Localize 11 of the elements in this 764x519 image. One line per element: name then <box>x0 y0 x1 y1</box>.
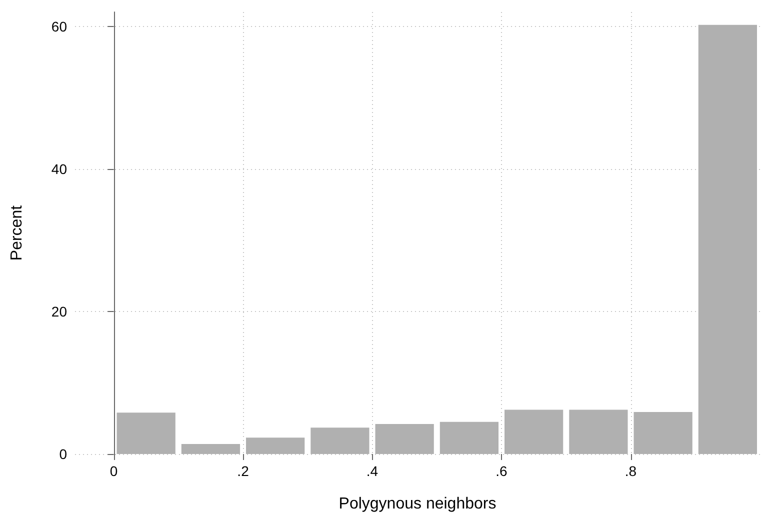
y-tick-label: 0 <box>59 446 68 462</box>
x-tick-label: 0 <box>110 463 118 479</box>
x-tick-label: .4 <box>366 463 378 479</box>
y-axis-title: Percent <box>8 204 26 261</box>
x-tick-label: .8 <box>624 463 637 479</box>
x-axis-title: Polygynous neighbors <box>338 496 496 512</box>
y-tick-label: 20 <box>51 303 68 320</box>
x-tick-label: .2 <box>237 463 250 479</box>
x-tick-label: .6 <box>496 463 508 479</box>
y-tick-label: 40 <box>51 160 68 177</box>
y-tick-label: 60 <box>51 18 68 34</box>
